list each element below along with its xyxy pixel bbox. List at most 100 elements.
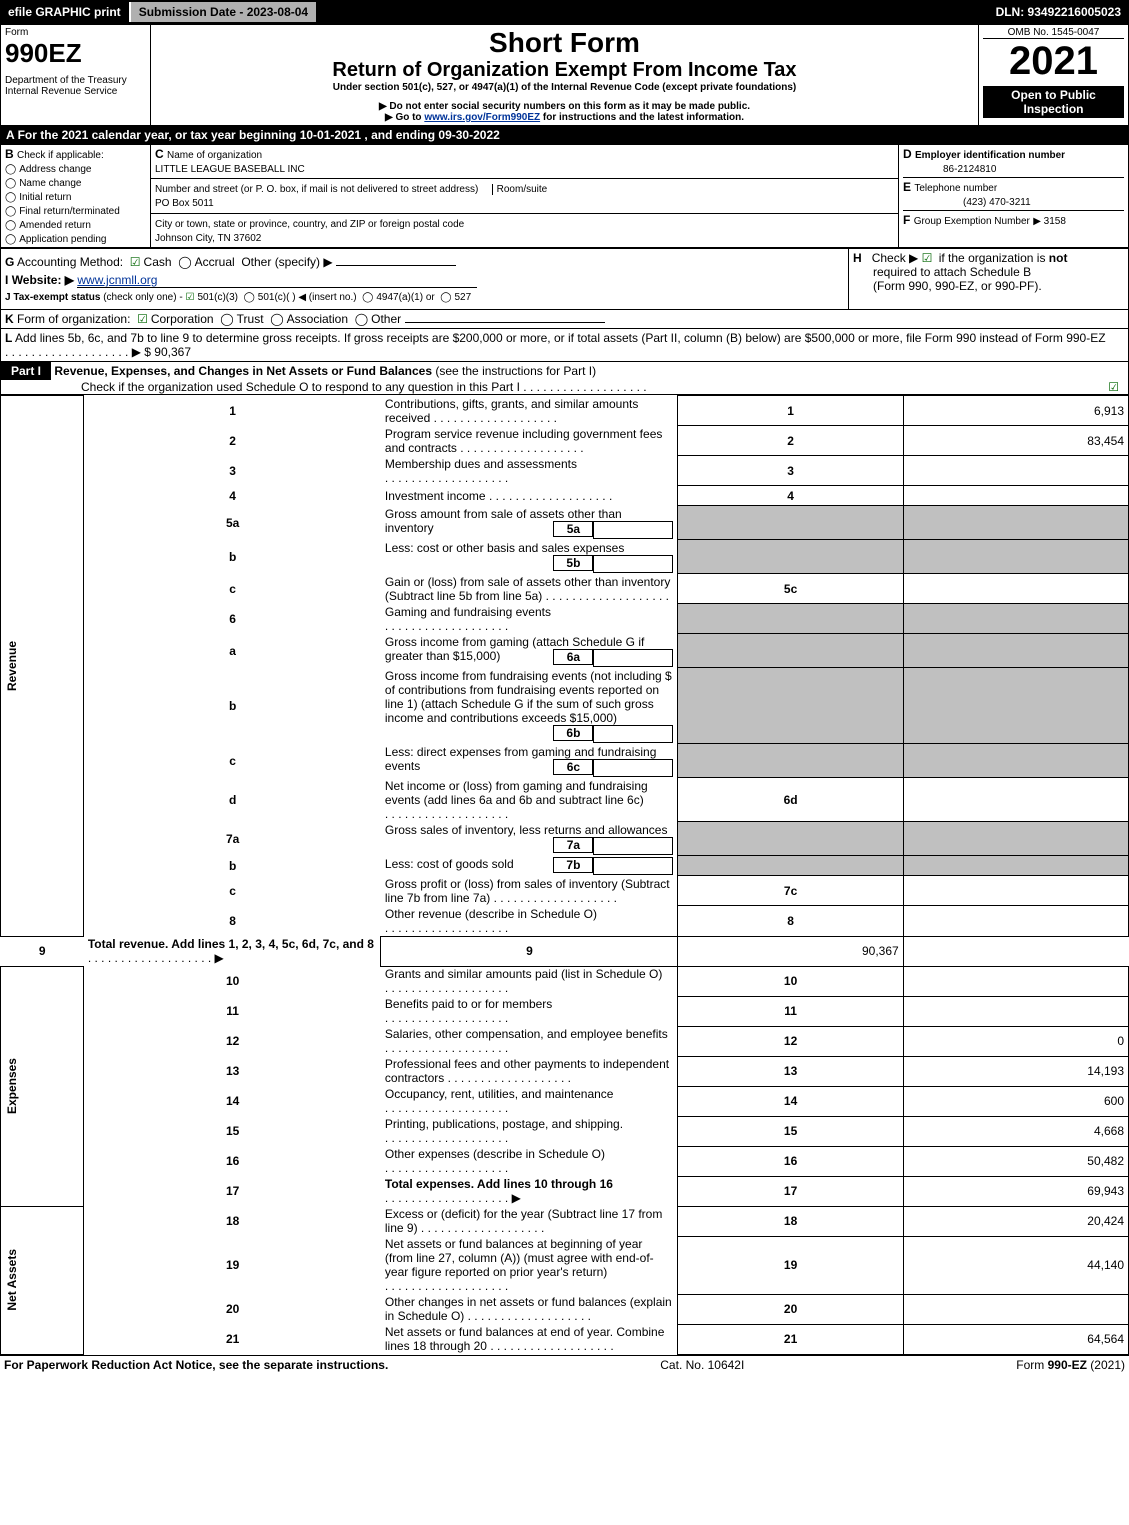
table-row: 10Grants and similar amounts paid (list … [1, 966, 1129, 996]
line-number: c [84, 574, 381, 604]
table-row: 20Other changes in net assets or fund ba… [1, 1294, 1129, 1324]
right-amount [903, 856, 1128, 876]
c-name-label: Name of organization [167, 150, 262, 161]
right-amount: 14,193 [903, 1056, 1128, 1086]
goto-line: ▶ Go to www.irs.gov/Form990EZ for instru… [155, 112, 974, 123]
table-row: dNet income or (loss) from gaming and fu… [1, 778, 1129, 822]
inline-box-number: 5a [553, 521, 593, 537]
table-row: 2Program service revenue including gover… [1, 426, 1129, 456]
under-section: Under section 501(c), 527, or 4947(a)(1)… [155, 82, 974, 93]
table-row: 4Investment income 4 [1, 486, 1129, 506]
check-trust[interactable]: Trust [220, 312, 263, 326]
right-amount: 50,482 [903, 1146, 1128, 1176]
right-amount: 0 [903, 1026, 1128, 1056]
right-box-number: 1 [678, 396, 903, 426]
table-row: 6Gaming and fundraising events [1, 604, 1129, 634]
line-label: Contributions, gifts, grants, and simila… [381, 396, 678, 426]
check-amended-return[interactable]: Amended return [5, 220, 91, 231]
table-row: aGross income from gaming (attach Schedu… [1, 634, 1129, 668]
inline-box-amount [593, 759, 673, 777]
line-label: Net assets or fund balances at beginning… [381, 1236, 678, 1294]
right-amount: 20,424 [903, 1206, 1128, 1236]
group-exemption-value: ▶ 3158 [1033, 216, 1066, 227]
inline-box-number: 6c [553, 759, 593, 775]
right-box-number: 17 [678, 1176, 903, 1206]
b-letter: B [5, 147, 14, 161]
line-label: Excess or (deficit) for the year (Subtra… [381, 1206, 678, 1236]
line-label: Less: direct expenses from gaming and fu… [381, 744, 678, 778]
footer-left: For Paperwork Reduction Act Notice, see … [4, 1358, 388, 1372]
check-cash[interactable]: Cash [130, 255, 172, 269]
goto-prefix: ▶ Go to [385, 112, 424, 123]
topbar-spacer [318, 9, 987, 15]
table-row: 14Occupancy, rent, utilities, and mainte… [1, 1086, 1129, 1116]
line-label: Investment income [381, 486, 678, 506]
line-number: 4 [84, 486, 381, 506]
right-box-number [678, 540, 903, 574]
g-letter: G [5, 255, 14, 269]
line-label: Occupancy, rent, utilities, and maintena… [381, 1086, 678, 1116]
other-org-line[interactable] [405, 322, 605, 323]
check-name-change[interactable]: Name change [5, 178, 81, 189]
line-label: Less: cost of goods sold7b [381, 856, 678, 876]
table-row: cGain or (loss) from sale of assets othe… [1, 574, 1129, 604]
right-amount: 600 [903, 1086, 1128, 1116]
check-other-org[interactable]: Other [355, 312, 401, 326]
right-amount [903, 744, 1128, 778]
check-corporation[interactable]: Corporation [137, 312, 213, 326]
check-accrual[interactable]: Accrual [178, 255, 234, 269]
check-application-pending[interactable]: Application pending [5, 234, 107, 245]
table-row: 18Excess or (deficit) for the year (Subt… [1, 1206, 1129, 1236]
right-box-number: 14 [678, 1086, 903, 1116]
table-row: 12Salaries, other compensation, and empl… [1, 1026, 1129, 1056]
part1-title: Revenue, Expenses, and Changes in Net As… [54, 364, 432, 378]
line-label: Total expenses. Add lines 10 through 16 … [381, 1176, 678, 1206]
line-label: Gross sales of inventory, less returns a… [381, 822, 678, 856]
check-4947[interactable]: 4947(a)(1) or [362, 292, 435, 303]
check-501c3[interactable]: 501(c)(3) [185, 292, 238, 303]
other-specify-line[interactable] [336, 265, 456, 266]
check-schedule-b[interactable] [922, 251, 936, 265]
city-value: Johnson City, TN 37602 [155, 233, 261, 244]
inline-box-number: 6b [553, 725, 593, 741]
line-label: Salaries, other compensation, and employ… [381, 1026, 678, 1056]
check-address-change[interactable]: Address change [5, 164, 91, 175]
inline-box-number: 7b [553, 857, 593, 873]
line-number: 8 [84, 906, 381, 937]
right-amount: 44,140 [903, 1236, 1128, 1294]
goto-link[interactable]: www.irs.gov/Form990EZ [424, 112, 540, 123]
netassets-side-label: Net Assets [5, 1249, 19, 1311]
right-box-number: 12 [678, 1026, 903, 1056]
website-link[interactable]: www.jcnmll.org [77, 273, 477, 288]
right-amount: 64,564 [903, 1324, 1128, 1354]
k-label: Form of organization: [17, 312, 130, 326]
right-amount [903, 996, 1128, 1026]
f-letter: F [903, 213, 910, 227]
footer-right: Form 990-EZ (2021) [1016, 1358, 1125, 1372]
right-box-number [678, 604, 903, 634]
inline-box-number: 7a [553, 837, 593, 853]
inline-box-amount [593, 837, 673, 855]
l-arrow: ▶ $ [132, 345, 151, 359]
check-501c[interactable]: 501(c)( ) ◀ (insert no.) [244, 292, 357, 303]
dept-label: Department of the Treasury [5, 75, 146, 86]
right-amount [903, 778, 1128, 822]
right-box-number: 20 [678, 1294, 903, 1324]
check-schedule-o[interactable] [1108, 380, 1122, 394]
line-number: 17 [84, 1176, 381, 1206]
line-label: Other revenue (describe in Schedule O) [381, 906, 678, 937]
right-amount: 69,943 [903, 1176, 1128, 1206]
check-initial-return[interactable]: Initial return [5, 192, 71, 203]
check-final-return[interactable]: Final return/terminated [5, 206, 120, 217]
h-letter: H [853, 251, 862, 265]
street-value: PO Box 5011 [155, 198, 214, 209]
check-association[interactable]: Association [270, 312, 348, 326]
line-k: K Form of organization: Corporation Trus… [0, 310, 1129, 329]
check-527[interactable]: 527 [440, 292, 471, 303]
right-box-number: 7c [678, 876, 903, 906]
c-letter: C [155, 147, 164, 161]
right-box-number: 10 [678, 966, 903, 996]
table-row: bLess: cost of goods sold7b [1, 856, 1129, 876]
table-row: bLess: cost or other basis and sales exp… [1, 540, 1129, 574]
main-title: Return of Organization Exempt From Incom… [155, 59, 974, 82]
